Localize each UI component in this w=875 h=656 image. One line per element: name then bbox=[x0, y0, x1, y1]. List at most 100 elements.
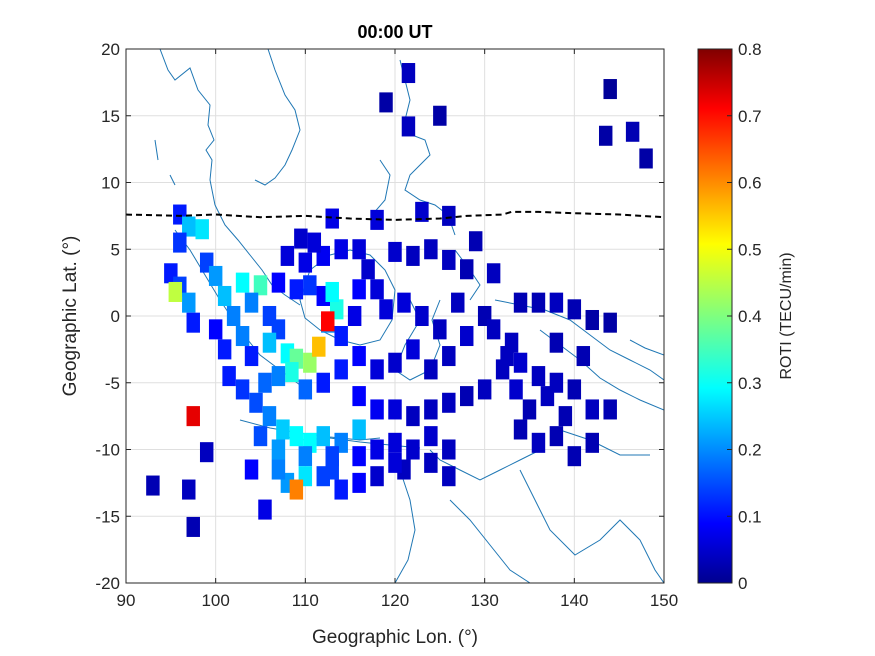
roti-cell bbox=[451, 292, 465, 313]
y-tick-label: -20 bbox=[95, 574, 120, 593]
roti-cell bbox=[477, 379, 492, 400]
y-axis-label: Geographic Lat. (°) bbox=[60, 236, 81, 397]
roti-cell bbox=[352, 279, 366, 300]
roti-cell bbox=[531, 432, 546, 453]
roti-cell bbox=[406, 245, 420, 266]
roti-cell bbox=[289, 479, 304, 500]
x-tick-label: 150 bbox=[650, 591, 678, 610]
roti-cell bbox=[316, 426, 330, 447]
x-tick-label: 90 bbox=[117, 591, 136, 610]
roti-cell bbox=[298, 446, 313, 467]
roti-cell bbox=[442, 249, 456, 270]
roti-cell bbox=[298, 379, 313, 400]
roti-cell bbox=[303, 275, 317, 296]
y-tick-label: -15 bbox=[95, 507, 120, 526]
x-tick-label: 110 bbox=[292, 591, 319, 610]
roti-cell bbox=[433, 105, 447, 126]
roti-cell bbox=[370, 359, 384, 380]
plot-title: 00:00 UT bbox=[357, 22, 432, 42]
roti-cell bbox=[244, 292, 259, 313]
x-tick-label: 130 bbox=[470, 591, 498, 610]
dip-equator-line bbox=[126, 210, 664, 221]
roti-cells bbox=[146, 63, 653, 537]
roti-cell bbox=[509, 379, 523, 400]
roti-cell bbox=[352, 346, 366, 367]
roti-cell bbox=[217, 285, 232, 306]
roti-cell bbox=[186, 406, 200, 427]
roti-cell bbox=[639, 148, 653, 169]
roti-cell bbox=[598, 125, 613, 146]
roti-cell bbox=[208, 265, 223, 286]
roti-cell bbox=[352, 472, 366, 493]
roti-cell bbox=[531, 366, 546, 387]
tick-labels: 90 100 110 120 130 140 150 -20 -15 -10 -5 0 5 10 15 20 bbox=[95, 40, 678, 610]
roti-cell bbox=[262, 406, 277, 427]
roti-cell bbox=[271, 272, 286, 293]
roti-cell bbox=[460, 259, 474, 280]
roti-cell bbox=[442, 466, 456, 487]
roti-cell bbox=[388, 241, 402, 262]
roti-cell bbox=[388, 399, 402, 420]
roti-cell bbox=[486, 263, 501, 284]
roti-cell bbox=[235, 272, 250, 293]
roti-cell bbox=[173, 232, 187, 253]
roti-cell bbox=[567, 379, 582, 400]
roti-cell bbox=[303, 352, 317, 373]
roti-cell bbox=[567, 446, 582, 467]
roti-cell bbox=[182, 479, 196, 500]
colorbar-tick-label: 0.5 bbox=[738, 240, 762, 259]
roti-cell bbox=[603, 312, 617, 333]
roti-cell bbox=[388, 452, 402, 473]
roti-cell bbox=[500, 346, 514, 367]
roti-cell bbox=[625, 121, 640, 142]
roti-cell bbox=[522, 399, 537, 420]
roti-cell bbox=[298, 252, 313, 273]
roti-cell bbox=[195, 219, 209, 240]
roti-cell bbox=[549, 292, 564, 313]
colorbar-tick-label: 0.6 bbox=[738, 174, 762, 193]
roti-cell bbox=[217, 339, 232, 360]
roti-cell bbox=[585, 309, 599, 331]
x-tick-label: 140 bbox=[560, 591, 588, 610]
roti-cell bbox=[460, 326, 474, 347]
roti-cell bbox=[442, 439, 456, 460]
y-tick-label: 10 bbox=[101, 174, 120, 193]
roti-cell bbox=[361, 259, 375, 280]
y-tick-label: 15 bbox=[101, 107, 120, 126]
roti-cell bbox=[244, 459, 259, 480]
roti-cell bbox=[549, 426, 564, 447]
roti-cell bbox=[549, 332, 564, 353]
roti-cell bbox=[603, 399, 617, 420]
colorbar-tick-label: 0 bbox=[738, 574, 747, 593]
roti-cell bbox=[442, 346, 456, 367]
x-tick-label: 100 bbox=[201, 591, 229, 610]
roti-cell bbox=[199, 442, 214, 463]
roti-cell bbox=[316, 372, 330, 393]
roti-cell bbox=[406, 439, 420, 460]
y-tick-label: 0 bbox=[111, 307, 120, 326]
roti-cell bbox=[249, 392, 263, 413]
roti-cell bbox=[401, 63, 416, 84]
colorbar-label: ROTI (TECU/min) bbox=[778, 252, 795, 379]
roti-cell bbox=[294, 228, 308, 249]
roti-cell bbox=[370, 466, 384, 487]
roti-cell bbox=[186, 516, 200, 537]
roti-cell bbox=[280, 245, 295, 266]
roti-cell bbox=[325, 208, 339, 229]
roti-cell bbox=[334, 359, 348, 380]
roti-cell bbox=[460, 386, 474, 407]
roti-cell bbox=[182, 292, 196, 313]
roti-cell bbox=[513, 419, 528, 440]
roti-cell bbox=[585, 432, 599, 453]
roti-cell bbox=[352, 386, 366, 407]
roti-cell bbox=[406, 406, 420, 427]
roti-cell bbox=[235, 379, 250, 400]
roti-cell bbox=[397, 292, 411, 313]
roti-cell bbox=[253, 426, 268, 447]
roti-cell bbox=[406, 339, 420, 360]
roti-cell bbox=[235, 326, 250, 347]
roti-cell bbox=[415, 305, 429, 327]
roti-cell bbox=[442, 392, 456, 413]
roti-cell bbox=[182, 216, 196, 237]
colorbar-tick-label: 0.2 bbox=[738, 441, 762, 460]
